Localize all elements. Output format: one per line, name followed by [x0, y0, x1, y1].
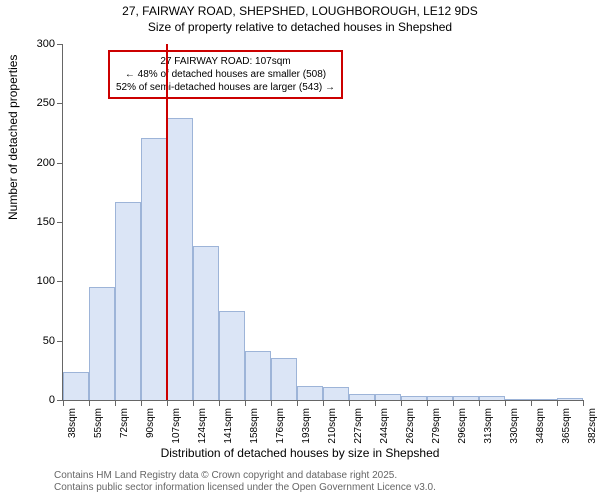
histogram-bar [375, 394, 401, 400]
histogram-bar [89, 287, 115, 400]
x-tick [63, 400, 64, 406]
x-tick [271, 400, 272, 406]
x-tick [141, 400, 142, 406]
x-tick [375, 400, 376, 406]
y-tick-label: 200 [37, 157, 55, 169]
x-tick [531, 400, 532, 406]
y-tick [57, 103, 63, 104]
x-tick-label: 365sqm [561, 408, 572, 444]
y-tick [57, 163, 63, 164]
y-axis-label: Number of detached properties [6, 55, 20, 220]
y-tick-label: 300 [37, 38, 55, 50]
title-line1: 27, FAIRWAY ROAD, SHEPSHED, LOUGHBOROUGH… [0, 4, 600, 20]
histogram-bar [557, 398, 583, 400]
x-tick-label: 141sqm [223, 408, 234, 444]
histogram-bar [245, 351, 271, 400]
title-line2: Size of property relative to detached ho… [0, 20, 600, 36]
x-tick-label: 330sqm [509, 408, 520, 444]
x-tick-label: 107sqm [171, 408, 182, 444]
x-tick [557, 400, 558, 406]
y-tick-label: 100 [37, 275, 55, 287]
x-tick-label: 176sqm [275, 408, 286, 444]
x-tick-label: 313sqm [483, 408, 494, 444]
x-tick [453, 400, 454, 406]
x-tick-label: 158sqm [249, 408, 260, 444]
y-tick-label: 250 [37, 97, 55, 109]
histogram-bar [297, 386, 323, 400]
x-tick-label: 38sqm [67, 408, 78, 438]
x-tick [115, 400, 116, 406]
x-tick [219, 400, 220, 406]
x-axis-label: Distribution of detached houses by size … [0, 446, 600, 460]
histogram-bar [401, 396, 427, 400]
y-tick-label: 150 [37, 216, 55, 228]
y-tick [57, 44, 63, 45]
x-tick-label: 348sqm [535, 408, 546, 444]
histogram-bar [323, 387, 349, 400]
histogram-bar [479, 396, 505, 400]
x-tick [427, 400, 428, 406]
x-tick [479, 400, 480, 406]
footer-line1: Contains HM Land Registry data © Crown c… [54, 470, 436, 482]
histogram-bar [115, 202, 141, 400]
histogram-bar [349, 394, 375, 400]
x-tick [401, 400, 402, 406]
y-tick-label: 50 [43, 335, 55, 347]
x-tick [167, 400, 168, 406]
y-tick [57, 281, 63, 282]
histogram-bar [453, 396, 479, 400]
y-tick [57, 341, 63, 342]
x-tick [89, 400, 90, 406]
histogram-bar [427, 396, 453, 400]
y-tick-label: 0 [49, 394, 55, 406]
callout-line3: 52% of semi-detached houses are larger (… [116, 81, 335, 94]
reference-line [166, 44, 168, 400]
x-tick [349, 400, 350, 406]
histogram-bar [141, 138, 167, 400]
histogram-bar [505, 399, 531, 400]
x-tick [583, 400, 584, 406]
x-tick-label: 262sqm [405, 408, 416, 444]
x-tick-label: 193sqm [301, 408, 312, 444]
footer: Contains HM Land Registry data © Crown c… [54, 470, 436, 494]
y-tick [57, 222, 63, 223]
x-tick-label: 90sqm [145, 408, 156, 438]
chart-container: 27, FAIRWAY ROAD, SHEPSHED, LOUGHBOROUGH… [0, 0, 600, 500]
chart-title: 27, FAIRWAY ROAD, SHEPSHED, LOUGHBOROUGH… [0, 4, 600, 35]
footer-line2: Contains public sector information licen… [54, 482, 436, 494]
x-tick-label: 244sqm [379, 408, 390, 444]
x-tick-label: 296sqm [457, 408, 468, 444]
callout-line1: 27 FAIRWAY ROAD: 107sqm [116, 55, 335, 68]
x-tick [193, 400, 194, 406]
x-tick [323, 400, 324, 406]
x-tick-label: 279sqm [431, 408, 442, 444]
histogram-bar [271, 358, 297, 400]
x-tick [245, 400, 246, 406]
x-tick-label: 210sqm [327, 408, 338, 444]
x-tick-label: 72sqm [119, 408, 130, 438]
marker-callout: 27 FAIRWAY ROAD: 107sqm ← 48% of detache… [108, 50, 343, 99]
x-tick-label: 227sqm [353, 408, 364, 444]
x-tick-label: 124sqm [197, 408, 208, 444]
histogram-bar [193, 246, 219, 400]
callout-line2: ← 48% of detached houses are smaller (50… [116, 68, 335, 81]
plot-area: 27 FAIRWAY ROAD: 107sqm ← 48% of detache… [62, 44, 583, 401]
x-tick [297, 400, 298, 406]
x-tick [505, 400, 506, 406]
x-tick-label: 55sqm [93, 408, 104, 438]
histogram-bar [219, 311, 245, 400]
histogram-bar [167, 118, 193, 400]
histogram-bar [63, 372, 89, 400]
histogram-bar [531, 399, 557, 400]
x-tick-label: 382sqm [587, 408, 598, 444]
